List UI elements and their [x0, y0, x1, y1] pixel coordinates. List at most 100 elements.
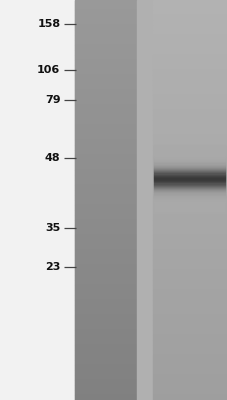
Bar: [152, 45, 227, 50]
Bar: [153, 182, 224, 184]
Bar: [75, 340, 136, 345]
Bar: [75, 45, 136, 50]
Bar: [75, 135, 136, 140]
Bar: [75, 305, 136, 310]
Bar: [152, 375, 227, 380]
Bar: [153, 147, 224, 148]
Bar: [75, 110, 136, 115]
Bar: [75, 240, 136, 245]
Bar: [152, 125, 227, 130]
Bar: [75, 180, 136, 185]
Bar: [153, 180, 224, 181]
Bar: [75, 395, 136, 400]
Bar: [152, 335, 227, 340]
Bar: [153, 177, 224, 178]
Bar: [152, 390, 227, 395]
Bar: [75, 310, 136, 315]
Bar: [75, 40, 136, 45]
Bar: [153, 208, 224, 209]
Bar: [152, 50, 227, 55]
Bar: [75, 250, 136, 255]
Bar: [75, 300, 136, 305]
Bar: [152, 300, 227, 305]
Bar: [152, 10, 227, 15]
Bar: [152, 190, 227, 195]
Bar: [152, 370, 227, 375]
Bar: [152, 40, 227, 45]
Bar: [75, 245, 136, 250]
Bar: [75, 120, 136, 125]
Bar: [153, 158, 224, 159]
Bar: [75, 105, 136, 110]
Bar: [152, 235, 227, 240]
Bar: [75, 80, 136, 85]
Bar: [152, 220, 227, 225]
Bar: [75, 290, 136, 295]
Bar: [152, 340, 227, 345]
Bar: [75, 320, 136, 325]
Bar: [152, 115, 227, 120]
Bar: [75, 220, 136, 225]
Bar: [153, 194, 224, 195]
Bar: [75, 335, 136, 340]
Bar: [75, 230, 136, 235]
Bar: [152, 275, 227, 280]
Bar: [153, 205, 224, 206]
Bar: [152, 330, 227, 335]
Bar: [153, 151, 224, 152]
Bar: [153, 200, 224, 202]
Bar: [75, 150, 136, 155]
Bar: [152, 360, 227, 365]
Bar: [152, 290, 227, 295]
Bar: [75, 60, 136, 65]
Bar: [152, 35, 227, 40]
Bar: [153, 161, 224, 162]
Bar: [75, 195, 136, 200]
Bar: [75, 70, 136, 75]
Bar: [153, 144, 224, 146]
Bar: [75, 95, 136, 100]
Bar: [153, 188, 224, 189]
Bar: [75, 385, 136, 390]
Bar: [153, 207, 224, 208]
Bar: [153, 191, 224, 192]
Bar: [152, 135, 227, 140]
Bar: [75, 295, 136, 300]
Bar: [152, 345, 227, 350]
Bar: [75, 85, 136, 90]
Bar: [152, 385, 227, 390]
Bar: [153, 162, 224, 164]
Bar: [153, 179, 224, 180]
Bar: [152, 130, 227, 135]
Bar: [75, 140, 136, 145]
Bar: [75, 90, 136, 95]
Bar: [75, 65, 136, 70]
Bar: [152, 70, 227, 75]
Text: 158: 158: [37, 19, 60, 29]
Bar: [153, 171, 224, 172]
Bar: [152, 85, 227, 90]
Bar: [75, 265, 136, 270]
Bar: [153, 149, 224, 150]
Bar: [153, 157, 224, 158]
Bar: [75, 100, 136, 105]
Bar: [75, 35, 136, 40]
Bar: [153, 159, 224, 160]
Bar: [75, 185, 136, 190]
Bar: [75, 360, 136, 365]
Bar: [152, 310, 227, 315]
Text: 23: 23: [45, 262, 60, 272]
Bar: [75, 390, 136, 395]
Bar: [152, 80, 227, 85]
Bar: [152, 175, 227, 180]
Bar: [153, 178, 224, 179]
Bar: [75, 30, 136, 35]
Bar: [152, 120, 227, 125]
Bar: [153, 169, 224, 170]
Bar: [75, 370, 136, 375]
Bar: [153, 197, 224, 198]
Bar: [152, 325, 227, 330]
Bar: [152, 75, 227, 80]
Bar: [152, 55, 227, 60]
Bar: [152, 265, 227, 270]
